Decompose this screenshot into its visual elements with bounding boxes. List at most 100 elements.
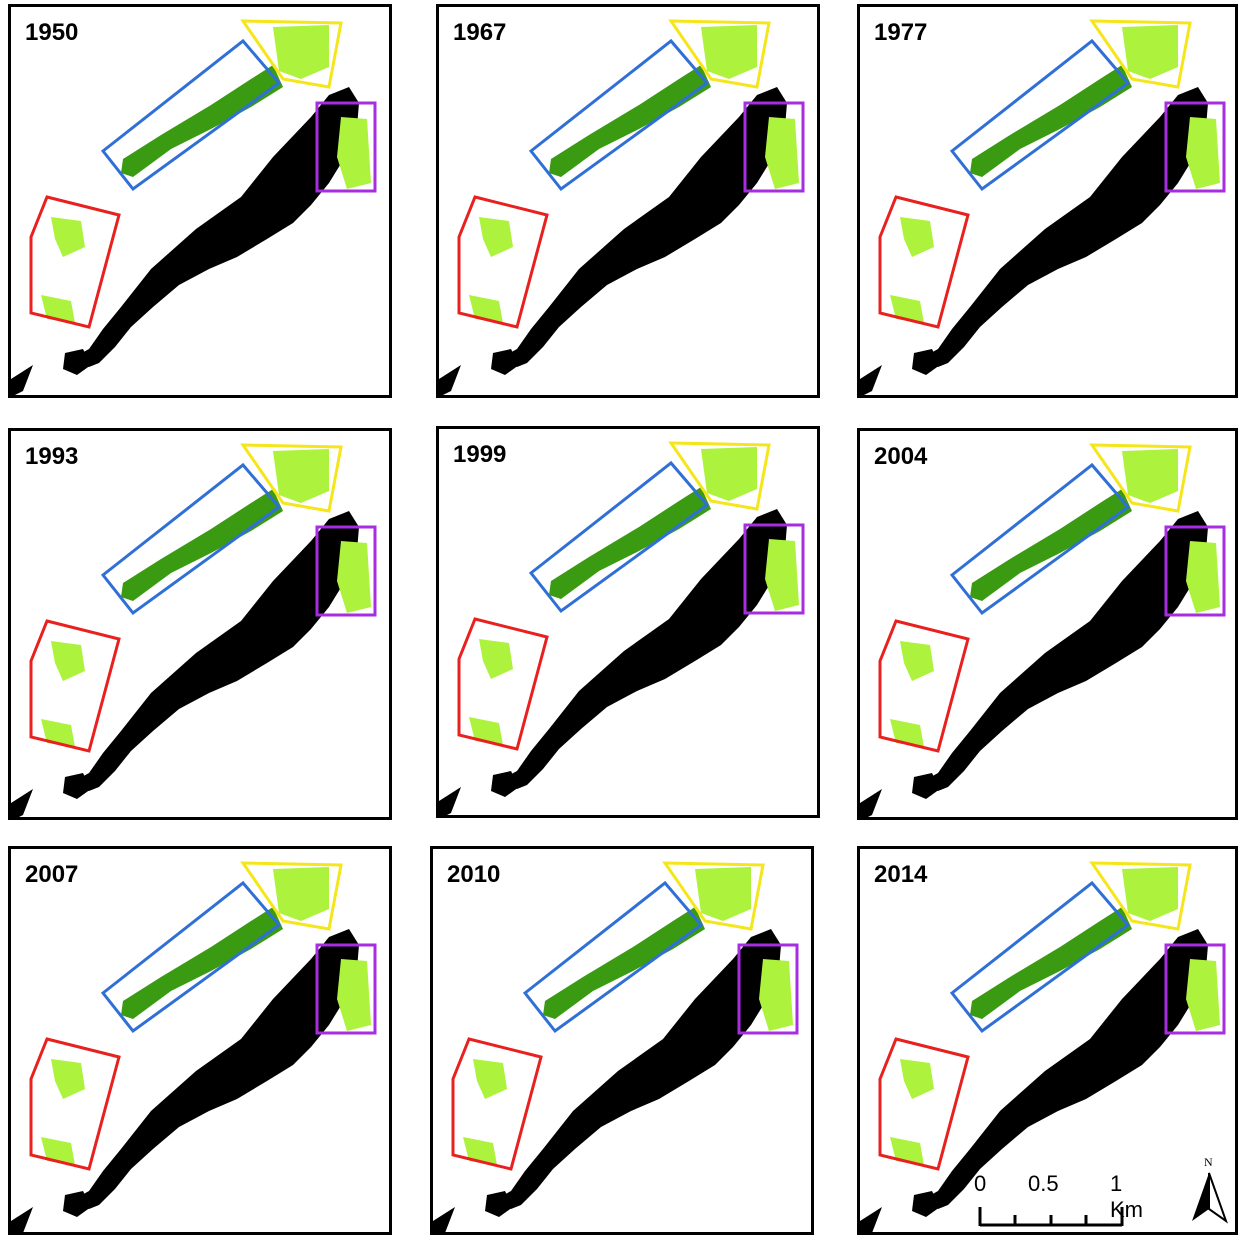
zone-outline-blue [100, 880, 282, 1034]
zone-outline-yellow [1089, 861, 1192, 931]
vegetation-dark [121, 907, 283, 1019]
vegetation-light [900, 217, 934, 257]
vegetation-light [900, 641, 934, 681]
landmass-corner [439, 787, 461, 815]
vegetation-dark [970, 907, 1132, 1019]
year-label: 1999 [453, 441, 507, 468]
vegetation-light [479, 217, 513, 257]
vegetation-light [1186, 959, 1220, 1031]
zone-outline-yellow [240, 443, 343, 513]
zone-outline-yellow [668, 19, 771, 89]
vegetation-light [51, 217, 85, 257]
lake-body [920, 929, 1208, 1209]
lake-map [11, 19, 377, 395]
vegetation-light [900, 1059, 934, 1099]
vegetation-light [701, 25, 757, 79]
zone-outline-blue [949, 38, 1131, 192]
landmass-corner [433, 1207, 455, 1232]
landmass-corner [860, 365, 882, 395]
map-panel-1993: 1993 [8, 428, 392, 820]
north-arrow-icon [1192, 1172, 1228, 1224]
map-panel-2007: 2007 [8, 846, 392, 1235]
zone-outline-purple [315, 101, 377, 193]
vegetation-dark [543, 907, 705, 1019]
zone-outline-purple [315, 943, 377, 1035]
zone-outline-red [29, 195, 121, 329]
vegetation-light [273, 25, 329, 79]
lake-island [912, 349, 940, 375]
lake-island [63, 349, 91, 375]
vegetation-light [337, 117, 371, 189]
north-arrow: N [1190, 1155, 1230, 1227]
landmass-corner [11, 1207, 33, 1232]
zone-outline-yellow [662, 861, 765, 931]
zone-outline-blue [522, 880, 704, 1034]
scale-tick-label-1km: 1 Km [1110, 1171, 1143, 1222]
lake-map [439, 441, 805, 815]
vegetation-light [473, 1059, 507, 1099]
vegetation-light [273, 449, 329, 503]
vegetation-dark [970, 489, 1132, 601]
lake-island [491, 771, 519, 797]
zone-outline-red [29, 619, 121, 753]
lake-map [11, 443, 377, 817]
lake-island [912, 773, 940, 799]
scale-tick-label-half: 0.5 [1028, 1171, 1059, 1196]
landmass-corner [860, 1207, 882, 1232]
map-panel-1999: 1999 [436, 426, 820, 818]
vegetation-dark [121, 489, 283, 601]
zone-outline-blue [528, 38, 710, 192]
zone-outline-blue [949, 462, 1131, 616]
zone-outline-purple [743, 523, 805, 615]
vegetation-light [51, 1059, 85, 1099]
lake-body [71, 929, 359, 1209]
vegetation-light [701, 447, 757, 501]
map-panel-1950: 1950 [8, 4, 392, 398]
year-label: 2004 [874, 443, 928, 470]
zone-outline-purple [743, 101, 805, 193]
lake-island [63, 773, 91, 799]
landmass-corner [11, 365, 33, 395]
vegetation-light [765, 539, 799, 611]
map-panel-2014: 2014 0 0.5 1 Km N [857, 846, 1238, 1235]
zone-outline-red [457, 617, 549, 751]
vegetation-light [765, 117, 799, 189]
vegetation-light [759, 959, 793, 1031]
north-label: N [1204, 1155, 1213, 1169]
zone-outline-purple [737, 943, 799, 1035]
year-label: 2014 [874, 861, 928, 888]
zone-outline-red [878, 195, 970, 329]
map-panel-2004: 2004 [857, 428, 1238, 820]
vegetation-light [337, 959, 371, 1031]
lake-island [63, 1191, 91, 1217]
vegetation-light [695, 867, 751, 921]
vegetation-light [479, 639, 513, 679]
year-label: 1977 [874, 19, 928, 46]
vegetation-light [1186, 541, 1220, 613]
vegetation-dark [121, 65, 283, 177]
vegetation-light [337, 541, 371, 613]
vegetation-light [273, 867, 329, 921]
zone-outline-yellow [1089, 19, 1192, 89]
lake-map [433, 861, 799, 1232]
zone-outline-blue [528, 460, 710, 614]
zone-outline-yellow [668, 441, 771, 511]
zone-outline-blue [100, 38, 282, 192]
vegetation-dark [549, 487, 711, 599]
zone-outline-purple [1164, 525, 1226, 617]
map-panel-2010: 2010 [430, 846, 814, 1235]
landmass-corner [860, 789, 882, 817]
zone-outline-blue [100, 462, 282, 616]
lake-island [491, 349, 519, 375]
year-label: 1950 [25, 19, 79, 46]
lake-island [912, 1191, 940, 1217]
zone-outline-blue [949, 880, 1131, 1034]
zone-outline-yellow [240, 861, 343, 931]
vegetation-light [1122, 449, 1178, 503]
year-label: 1993 [25, 443, 79, 470]
scale-tick-label-0: 0 [974, 1171, 987, 1196]
year-label: 1967 [453, 19, 507, 46]
landmass-corner [11, 789, 33, 817]
zone-outline-red [878, 619, 970, 753]
zone-outline-yellow [1089, 443, 1192, 513]
